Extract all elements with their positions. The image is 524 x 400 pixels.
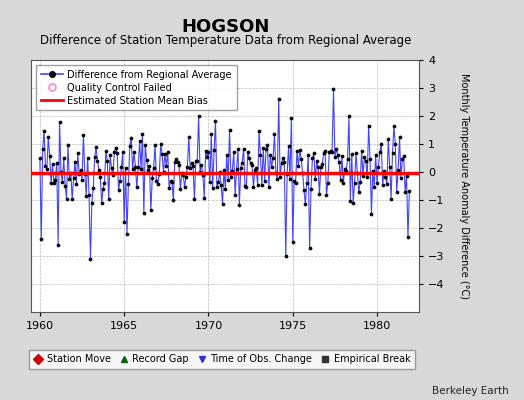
Text: Difference of Station Temperature Data from Regional Average: Difference of Station Temperature Data f… — [40, 34, 411, 47]
Y-axis label: Monthly Temperature Anomaly Difference (°C): Monthly Temperature Anomaly Difference (… — [458, 73, 468, 299]
Text: HOGSON: HOGSON — [181, 18, 269, 36]
Text: Berkeley Earth: Berkeley Earth — [432, 386, 508, 396]
Legend: Station Move, Record Gap, Time of Obs. Change, Empirical Break: Station Move, Record Gap, Time of Obs. C… — [28, 350, 416, 369]
